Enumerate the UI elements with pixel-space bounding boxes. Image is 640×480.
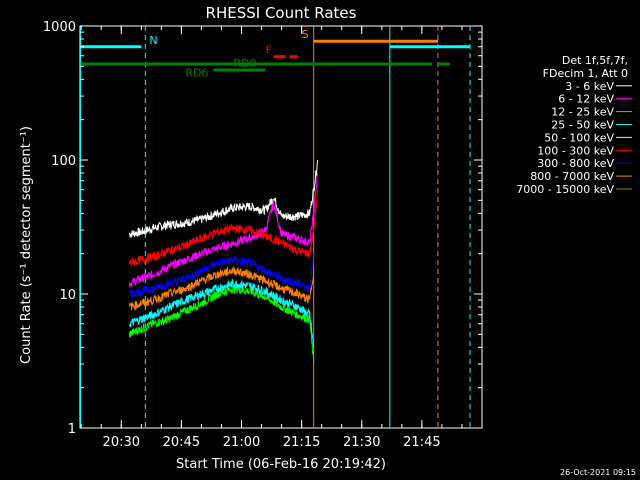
series-line (128, 172, 319, 287)
y-tick-label: 100 (51, 154, 76, 169)
flag-bar-label: F (266, 44, 272, 57)
series-line (128, 189, 319, 267)
legend-entry: 6 - 12 keV (558, 93, 614, 106)
legend-header: Det 1f,5f,7f, (562, 54, 628, 67)
legend-entry: 7000 - 15000 keV (516, 183, 614, 196)
legend-entry: 25 - 50 keV (551, 119, 614, 132)
flag-bar-label: S (302, 28, 309, 41)
legend-entry: 3 - 6 keV (565, 80, 614, 93)
plot-frame (79, 25, 483, 429)
series-line (128, 284, 315, 365)
legend-header: FDecim 1, Att 0 (543, 67, 628, 80)
series-line (128, 277, 315, 348)
series-line (128, 159, 319, 238)
legend-entry: 800 - 7000 keV (530, 170, 614, 183)
series-line (128, 266, 315, 312)
x-tick-label: 21:45 (403, 435, 440, 450)
flag-bar-label: N (149, 34, 157, 47)
x-tick-label: 21:30 (343, 435, 380, 450)
x-tick-label: 20:45 (163, 435, 200, 450)
legend-entry: 100 - 300 keV (537, 144, 614, 157)
timestamp: 26-Oct-2021 09:15 (560, 468, 636, 477)
series-line (129, 252, 314, 300)
x-axis-label: Start Time (06-Feb-16 20:19:42) (176, 457, 386, 472)
y-tick-label: 1000 (43, 20, 76, 35)
flag-bar-label: RD0 (234, 57, 257, 70)
flag-bar-label: RD6 (185, 66, 208, 79)
y-tick-label: 10 (59, 288, 76, 303)
x-tick-label: 20:30 (103, 435, 140, 450)
x-tick-label: 21:15 (283, 435, 320, 450)
x-tick-label: 21:00 (223, 435, 260, 450)
legend-entry: 12 - 25 keV (551, 106, 614, 119)
legend-entry: 50 - 100 keV (544, 131, 614, 144)
y-tick-label: 1 (68, 422, 76, 437)
chart-title: RHESSI Count Rates (206, 4, 357, 22)
legend-entry: 300 - 800 keV (537, 157, 614, 170)
y-axis-label: Count Rate (s⁻¹ detector segment⁻¹) (19, 126, 34, 364)
